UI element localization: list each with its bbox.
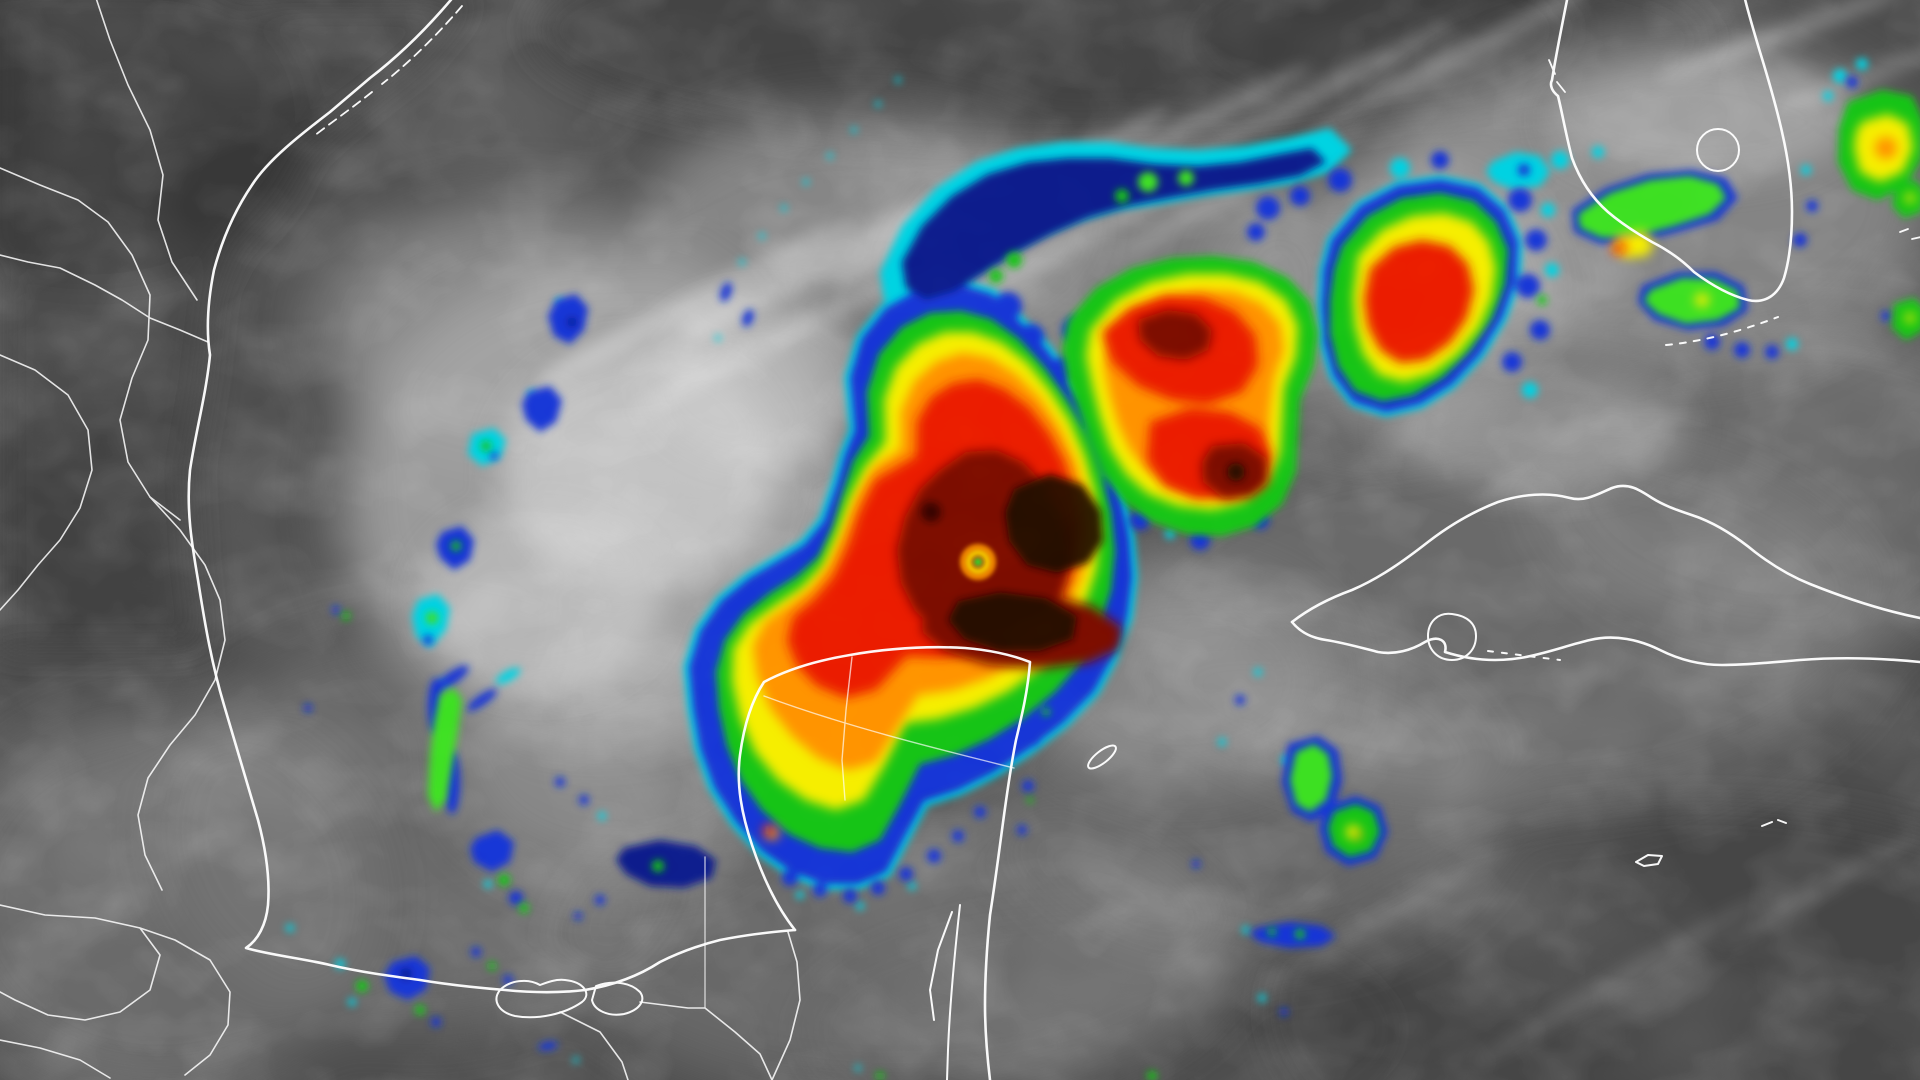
border-rio-grande: [0, 254, 209, 343]
isla-de-la-juventud-outline: [1427, 612, 1477, 661]
laguna-de-terminos-outline: [495, 978, 644, 1019]
lake-okeechobee-outline: [1696, 128, 1740, 172]
border-overlay: [0, 0, 1015, 1080]
border-mexico-guatemala-belize: [559, 931, 801, 1080]
coastline-cuba-north: [1290, 484, 1920, 624]
border-mexico-states-south: [137, 496, 226, 891]
florida-keys: [1665, 316, 1779, 346]
tampa-bay-inlets: [1548, 59, 1566, 93]
map-overlay: [187, 0, 1920, 1080]
border-mexico-states-north: [95, 0, 198, 301]
coastline-cuba-south: [1290, 620, 1920, 667]
border-yucatan-states: [704, 656, 1015, 1009]
coastline-chetumal-bay: [929, 904, 961, 1080]
coastline-barrier-islands: [313, 5, 463, 137]
coastline-yucatan: [737, 645, 1032, 1080]
grand-cayman-outline: [1635, 819, 1787, 867]
cuba-southern-cays: [1487, 650, 1561, 661]
border-mexico-states-mid: [0, 167, 181, 611]
border-mexico-states-bottomleft: [0, 904, 231, 1079]
cozumel-island-outline: [1087, 744, 1117, 770]
coastline-florida-west: [1549, 0, 1794, 303]
